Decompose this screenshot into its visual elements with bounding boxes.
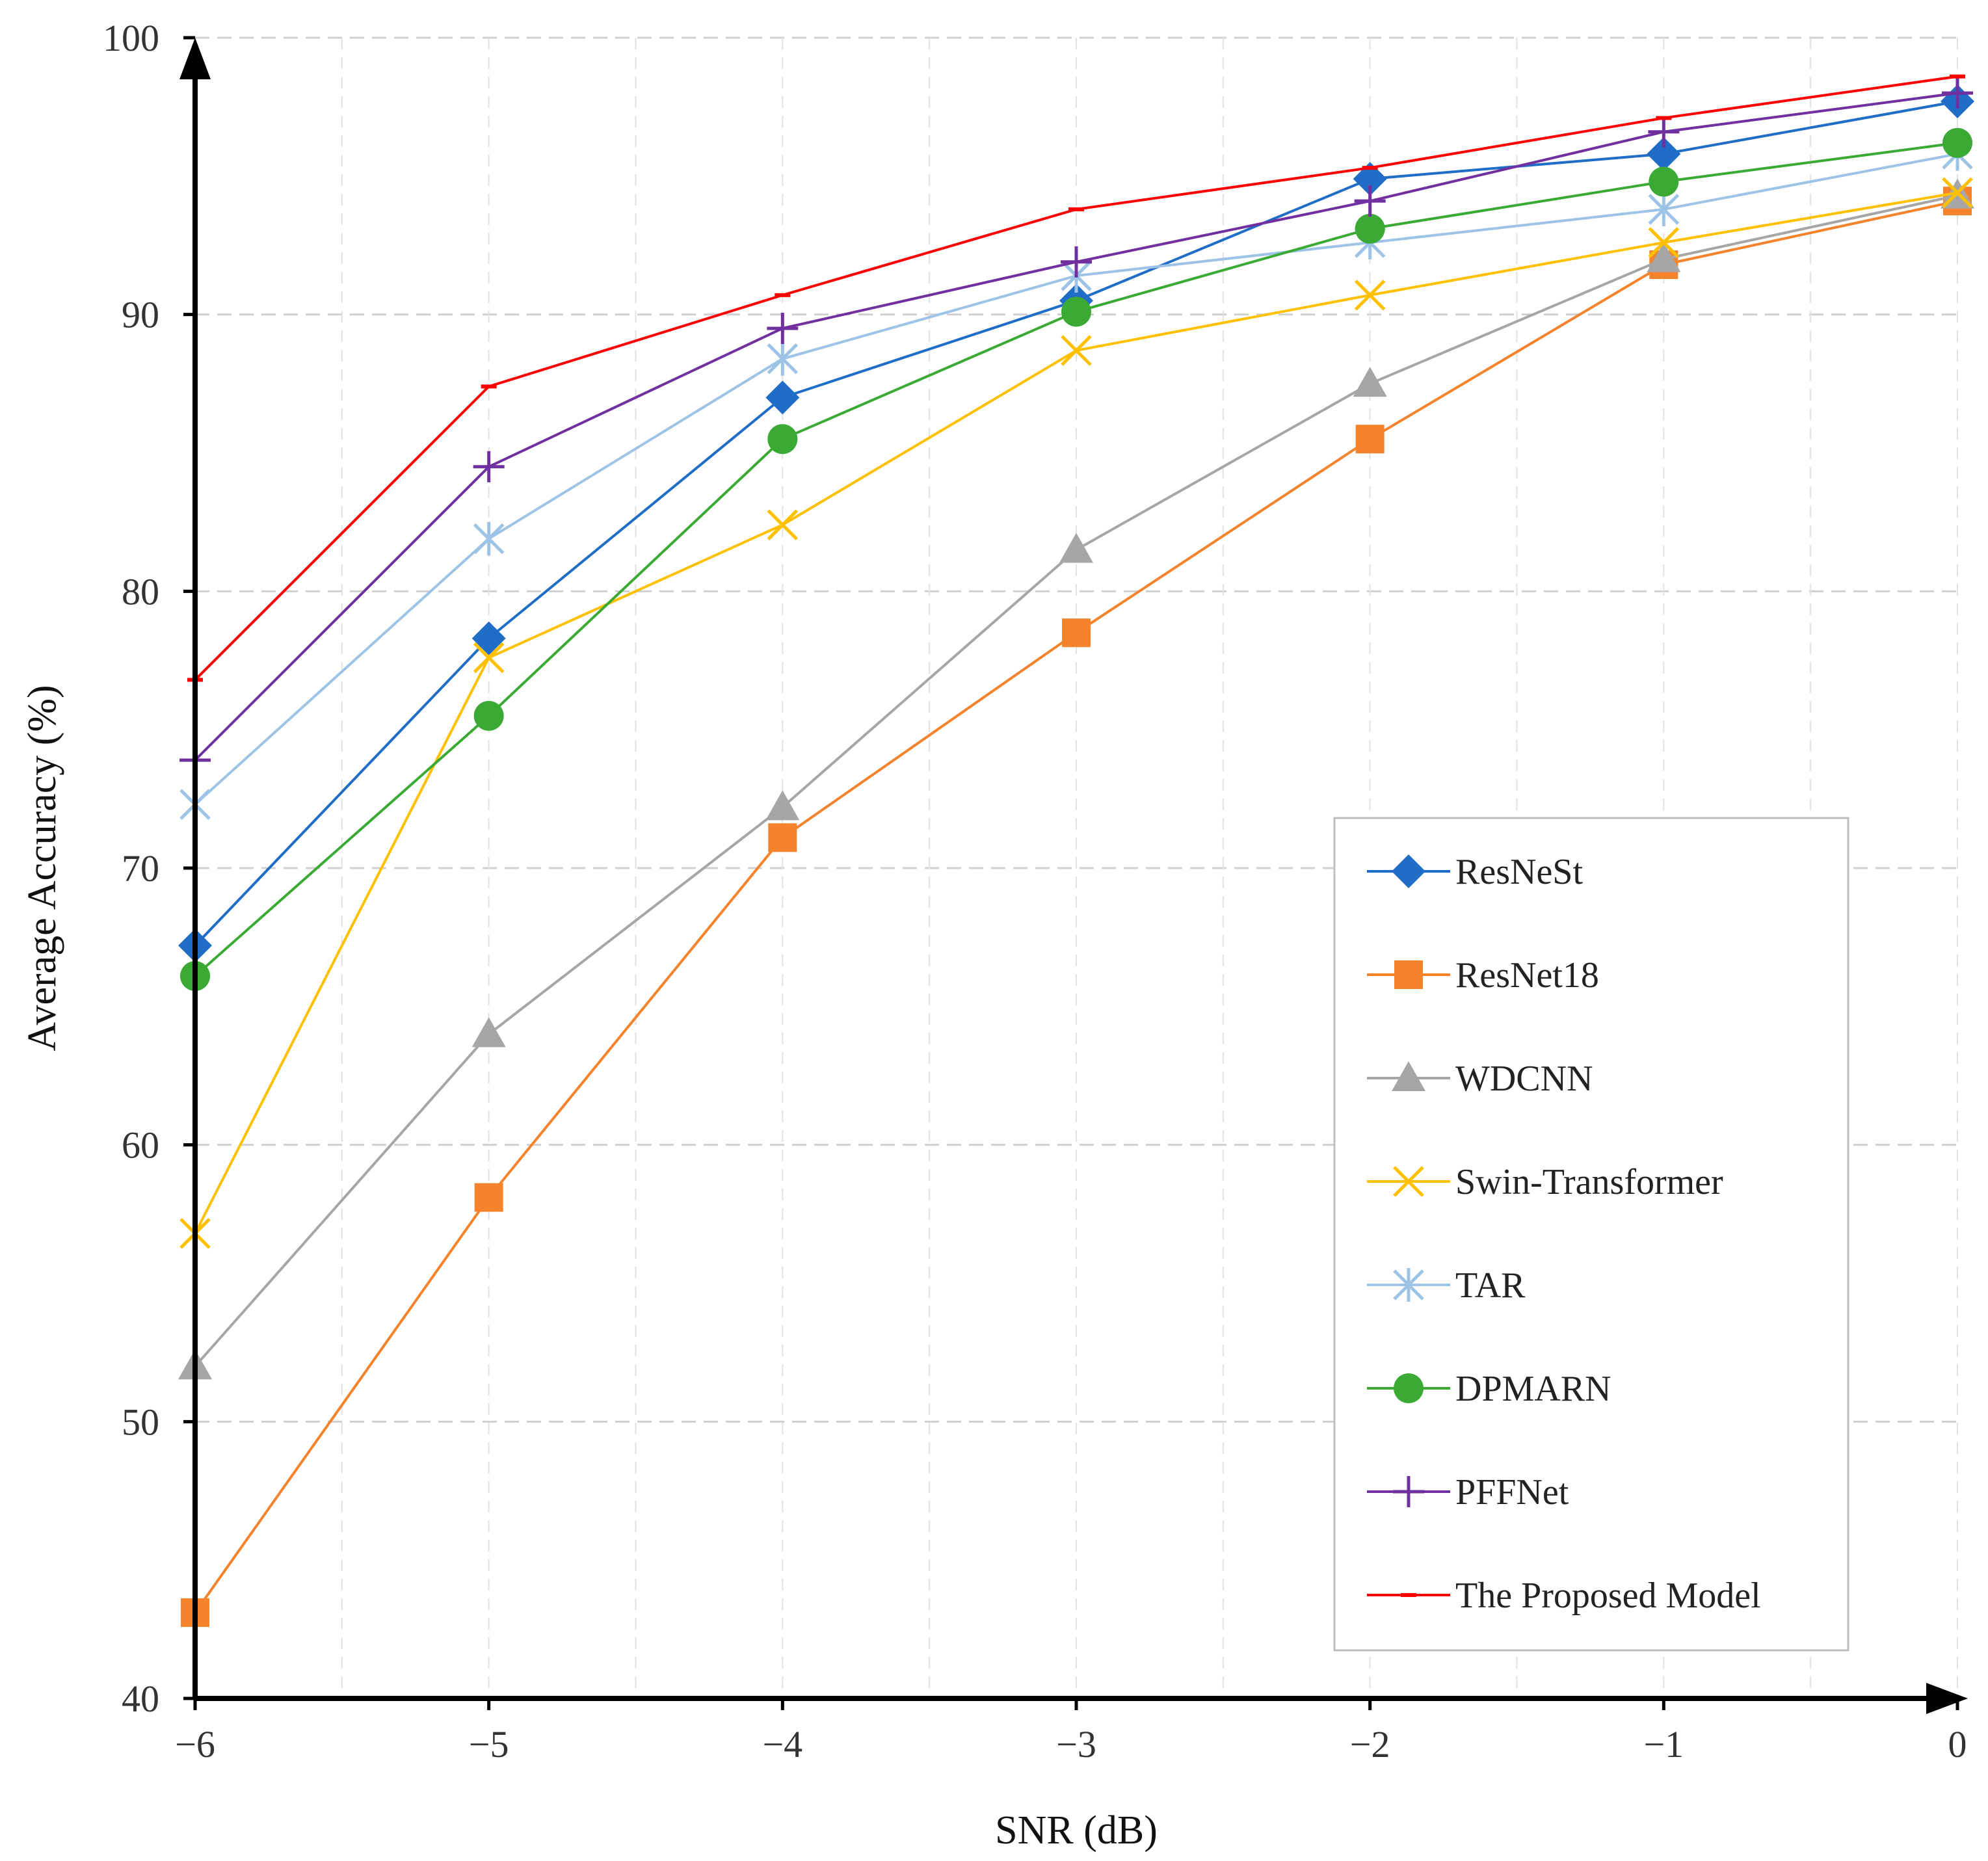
legend-marker: [1393, 1476, 1424, 1507]
legend-item: DPMARN: [1367, 1369, 1611, 1409]
data-point: [1355, 425, 1385, 454]
data-point: [1648, 116, 1680, 148]
legend-marker: [1394, 960, 1423, 989]
data-point: [1648, 227, 1680, 258]
data-point: [767, 424, 798, 455]
data-point: [471, 1017, 506, 1048]
legend-label: DPMARN: [1455, 1369, 1611, 1409]
tick-labels: −6 −5 −4 −3 −2 −1 0 40 50 60 70 80 90 100: [103, 17, 1967, 1765]
legend-item: TAR: [1367, 1265, 1526, 1306]
data-point: [765, 790, 800, 821]
legend-label: The Proposed Model: [1455, 1576, 1761, 1616]
data-point: [1942, 127, 1972, 158]
data-point: [767, 509, 799, 540]
y-axis-title: Average Accuracy (%): [20, 685, 64, 1051]
data-point: [473, 700, 504, 731]
data-point: [1942, 77, 1973, 109]
data-point: [471, 621, 506, 655]
x-tick-label: −1: [1643, 1723, 1684, 1765]
x-tick-label: −3: [1056, 1723, 1096, 1765]
data-point: [1354, 185, 1386, 217]
data-point: [473, 451, 505, 482]
y-tick-label: 80: [122, 570, 159, 613]
data-point: [768, 823, 797, 852]
y-tick-label: 100: [103, 17, 159, 59]
legend-marker: [1392, 1061, 1425, 1091]
legend-label: ResNet18: [1455, 955, 1599, 996]
legend-label: ResNeSt: [1455, 852, 1583, 892]
y-tick-label: 70: [122, 847, 159, 890]
data-point: [767, 341, 799, 376]
x-tick-label: 0: [1948, 1723, 1967, 1765]
y-tick-label: 60: [122, 1124, 159, 1167]
y-tick-label: 50: [122, 1401, 159, 1443]
legend-item: Swin-Transformer: [1367, 1162, 1723, 1202]
legend-label: PFFNet: [1455, 1472, 1569, 1512]
axes: [179, 38, 1968, 1714]
data-point: [1061, 246, 1092, 278]
legend-item: The Proposed Model: [1367, 1576, 1761, 1616]
legend-item: ResNet18: [1367, 955, 1599, 996]
legend-item: WDCNN: [1367, 1059, 1593, 1099]
x-tick-label: −2: [1350, 1723, 1390, 1765]
legend: ResNeSt ResNet18 WDCNN Swin-Transformer TAR D…: [1333, 817, 1849, 1652]
y-tick-label: 90: [122, 294, 159, 336]
legend-marker: [1393, 1166, 1424, 1197]
data-point: [1355, 213, 1385, 244]
data-point: [1354, 280, 1386, 311]
x-tick-label: −4: [762, 1723, 802, 1765]
data-point: [1647, 137, 1681, 171]
series-layer: [178, 74, 1974, 1628]
y-tick-label: 40: [122, 1678, 159, 1720]
data-point: [1649, 166, 1679, 197]
data-point: [1061, 297, 1091, 327]
legend-label: Swin-Transformer: [1455, 1162, 1723, 1202]
data-point: [1061, 335, 1092, 366]
series-pffnet: [179, 77, 1973, 776]
legend-item: PFFNet: [1367, 1472, 1569, 1512]
data-point: [767, 312, 799, 344]
series-the-proposed-model: [187, 74, 1965, 682]
legend-box: [1333, 817, 1849, 1652]
series-line: [194, 92, 1958, 761]
data-point: [1059, 533, 1093, 563]
legend-marker: [1393, 1268, 1424, 1302]
data-point: [1353, 162, 1387, 196]
x-tick-label: −5: [469, 1723, 509, 1765]
x-tick-label: −6: [175, 1723, 215, 1765]
data-point: [1353, 367, 1387, 397]
data-point: [474, 1183, 503, 1212]
legend-item: ResNeSt: [1367, 852, 1583, 892]
x-axis-title: SNR (dB): [995, 1808, 1158, 1853]
data-point: [1648, 192, 1680, 226]
y-axis-arrow: [179, 38, 211, 79]
data-point: [765, 380, 800, 415]
data-point: [1942, 177, 1973, 209]
series-dpmarn: [180, 127, 1972, 992]
data-point: [473, 642, 505, 674]
data-point: [1062, 618, 1091, 648]
legend-marker: [1392, 854, 1425, 888]
legend-label: WDCNN: [1455, 1059, 1593, 1099]
data-point: [1647, 242, 1681, 272]
data-point: [473, 521, 505, 556]
legend-marker: [1394, 1373, 1424, 1403]
legend-label: TAR: [1455, 1265, 1526, 1306]
x-axis-arrow: [1926, 1683, 1968, 1714]
